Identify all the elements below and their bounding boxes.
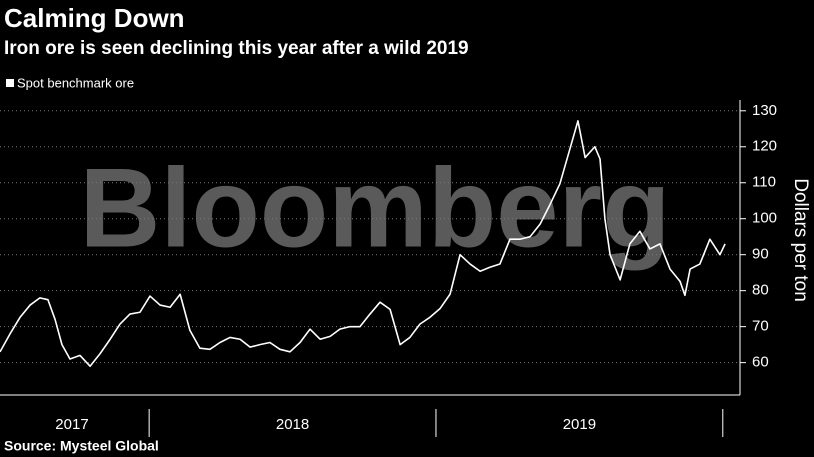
x-tick-label: 2017 (55, 416, 88, 433)
y-tick-label: 80 (752, 282, 769, 299)
y-axis-title: Dollars per ton (790, 178, 811, 302)
y-tick-label: 100 (752, 210, 777, 227)
y-tick-label: 120 (752, 138, 777, 155)
line (0, 120, 726, 368)
chart-subtitle: Iron ore is seen declining this year aft… (4, 38, 469, 59)
y-tick-label: 70 (752, 318, 769, 335)
y-tick-label: 60 (752, 354, 769, 371)
legend-label: Spot benchmark ore (17, 75, 134, 90)
chart-title: Calming Down (4, 3, 185, 33)
source: Source: Mysteel Global (4, 438, 159, 454)
y-tick-label: 90 (752, 246, 769, 263)
y-tick-label: 130 (752, 102, 777, 119)
y-tick-label: 110 (752, 174, 776, 191)
legend-swatch (6, 79, 14, 87)
watermark: Bloomberg (79, 146, 670, 271)
x-tick-label: 2018 (276, 416, 309, 433)
x-tick-label: 2019 (563, 416, 596, 433)
